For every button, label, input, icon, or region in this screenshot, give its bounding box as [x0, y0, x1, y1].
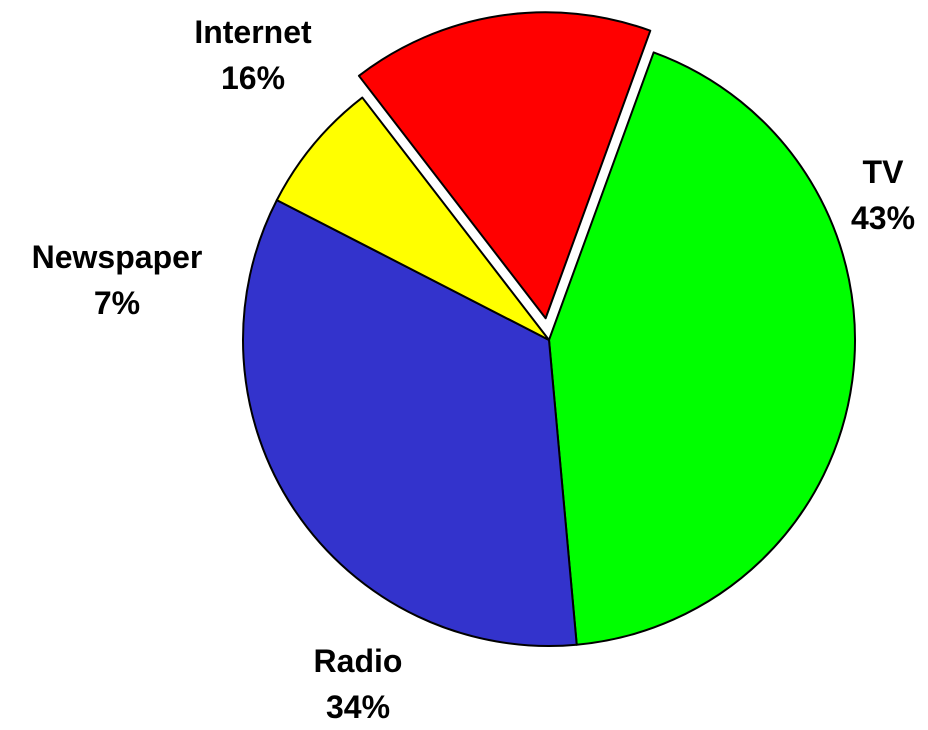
slice-label-internet-name: Internet [194, 14, 312, 50]
slice-label-internet-pct: 16% [220, 60, 286, 96]
slice-label-newspaper-name: Newspaper [31, 239, 203, 275]
slice-label-radio: Radio 34% [314, 638, 403, 730]
slice-label-tv: TV 43% [851, 149, 915, 241]
slice-label-radio-pct: 34% [325, 689, 391, 725]
pie-slice-tv [548, 51, 856, 646]
slice-label-tv-name: TV [862, 154, 904, 190]
slice-label-newspaper: Newspaper 7% [32, 234, 203, 326]
slice-label-radio-name: Radio [313, 643, 403, 679]
pie-slice-newspaper [275, 96, 550, 341]
slice-label-internet: Internet 16% [194, 9, 311, 101]
slice-label-tv-pct: 43% [850, 200, 916, 236]
slice-label-newspaper-pct: 7% [93, 285, 141, 321]
pie-slice-internet [357, 11, 652, 320]
